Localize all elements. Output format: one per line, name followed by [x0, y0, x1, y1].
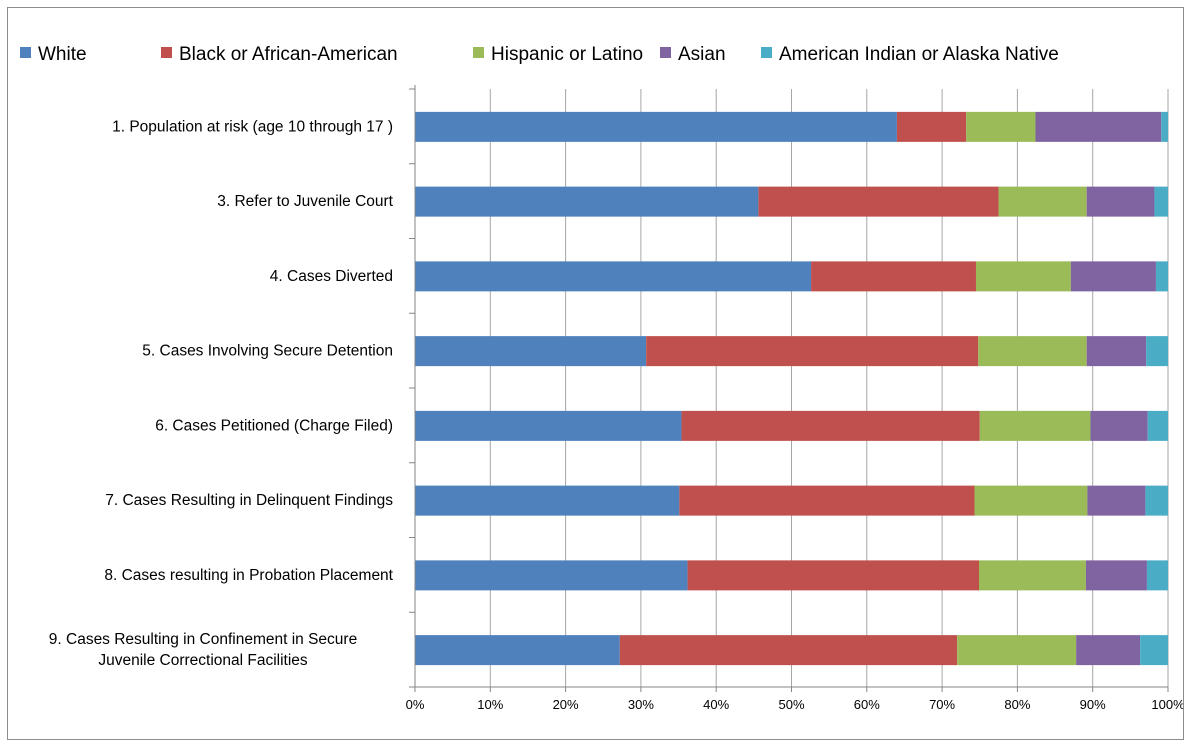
- bar-segment: [957, 635, 1077, 666]
- category-label: 5. Cases Involving Secure Detention: [142, 343, 393, 360]
- x-tick-label: 10%: [477, 697, 503, 712]
- category-label: 7. Cases Resulting in Delinquent Finding…: [105, 492, 393, 509]
- bar-group-6: [415, 485, 1168, 516]
- x-tick-label: 100%: [1151, 697, 1183, 712]
- bar-segment: [1035, 111, 1162, 142]
- bar-segment: [1086, 336, 1147, 367]
- bar-segment: [1087, 485, 1146, 516]
- legend-item-1: White: [20, 44, 87, 65]
- bar-group-4: [415, 336, 1168, 367]
- bar-segment: [1145, 485, 1168, 516]
- bar-segment: [811, 261, 976, 292]
- bar-segment: [979, 410, 1091, 441]
- x-tick-label: 50%: [778, 697, 804, 712]
- legend-label: Black or African-American: [179, 44, 398, 65]
- bar-segment: [415, 410, 682, 441]
- legend-label: American Indian or Alaska Native: [779, 44, 1059, 65]
- category-label: 8. Cases resulting in Probation Placemen…: [104, 567, 393, 584]
- bar-segment: [974, 485, 1088, 516]
- category-label: 1. Population at risk (age 10 through 17…: [112, 118, 393, 135]
- bar-segment: [646, 336, 979, 367]
- legend-item-2: Black or African-American: [161, 44, 398, 65]
- legend-swatch: [20, 47, 31, 58]
- bar-segment: [1076, 635, 1141, 666]
- bar-segment: [1154, 186, 1168, 217]
- legend-swatch: [761, 47, 772, 58]
- legend-item-3: Hispanic or Latino: [473, 44, 643, 65]
- bar-segment: [415, 485, 680, 516]
- x-tick-label: 60%: [854, 697, 880, 712]
- x-tick-label: 30%: [628, 697, 654, 712]
- legend-item-5: American Indian or Alaska Native: [761, 44, 1059, 65]
- legend-swatch: [660, 47, 671, 58]
- bars: [415, 111, 1168, 666]
- legend-label: Hispanic or Latino: [491, 44, 643, 65]
- bar-group-5: [415, 410, 1168, 441]
- legend-label: White: [38, 44, 87, 65]
- bar-segment: [619, 635, 958, 666]
- category-label: 3. Refer to Juvenile Court: [217, 193, 393, 210]
- bar-group-1: [415, 111, 1168, 142]
- bar-segment: [1070, 261, 1156, 292]
- bar-segment: [415, 186, 759, 217]
- bar-segment: [975, 261, 1071, 292]
- x-tick-label: 70%: [929, 697, 955, 712]
- legend-swatch: [161, 47, 172, 58]
- x-tick-label: 20%: [553, 697, 579, 712]
- bar-segment: [1161, 111, 1168, 142]
- bar-segment: [1155, 261, 1168, 292]
- bar-segment: [978, 336, 1087, 367]
- bar-segment: [687, 560, 979, 591]
- x-tick-label: 90%: [1080, 697, 1106, 712]
- bar-group-8: [415, 635, 1168, 666]
- x-tick-label: 0%: [406, 697, 425, 712]
- stacked-bar-chart: White Black or African-American Hispanic o…: [20, 44, 1183, 712]
- bar-segment: [896, 111, 967, 142]
- bar-segment: [978, 560, 1086, 591]
- category-label: 4. Cases Diverted: [270, 268, 393, 285]
- bar-segment: [1146, 336, 1168, 367]
- legend-label: Asian: [678, 44, 726, 65]
- bar-segment: [1090, 410, 1148, 441]
- x-axis: 0% 10% 20% 30% 40% 50% 60% 70% 80% 90% 100%: [406, 686, 1183, 712]
- legend-item-4: Asian: [660, 44, 726, 65]
- bar-group-3: [415, 261, 1168, 292]
- x-tick-label: 40%: [703, 697, 729, 712]
- legend: White Black or African-American Hispanic o…: [20, 44, 1059, 65]
- bar-segment: [1146, 560, 1168, 591]
- bar-segment: [1140, 635, 1168, 666]
- bar-segment: [758, 186, 999, 217]
- category-label: 6. Cases Petitioned (Charge Filed): [155, 417, 393, 434]
- bar-segment: [415, 560, 688, 591]
- gridlines: [489, 89, 1169, 687]
- bar-group-7: [415, 560, 1168, 591]
- bar-segment: [1086, 186, 1155, 217]
- y-axis: [409, 85, 416, 688]
- bar-segment: [998, 186, 1087, 217]
- bar-segment: [966, 111, 1036, 142]
- chart-frame: White Black or African-American Hispanic o…: [7, 7, 1184, 740]
- bar-segment: [679, 485, 975, 516]
- bar-segment: [415, 336, 647, 367]
- x-tick-label: 80%: [1004, 697, 1030, 712]
- bar-segment: [415, 261, 812, 292]
- category-label: 9. Cases Resulting in Confinement in Sec…: [49, 631, 357, 669]
- bar-group-2: [415, 186, 1168, 217]
- legend-swatch: [473, 47, 484, 58]
- bar-segment: [681, 410, 980, 441]
- bar-segment: [415, 635, 620, 666]
- bar-segment: [1147, 410, 1168, 441]
- bar-segment: [1085, 560, 1147, 591]
- bar-segment: [415, 111, 897, 142]
- category-labels: 1. Population at risk (age 10 through 17…: [49, 118, 394, 669]
